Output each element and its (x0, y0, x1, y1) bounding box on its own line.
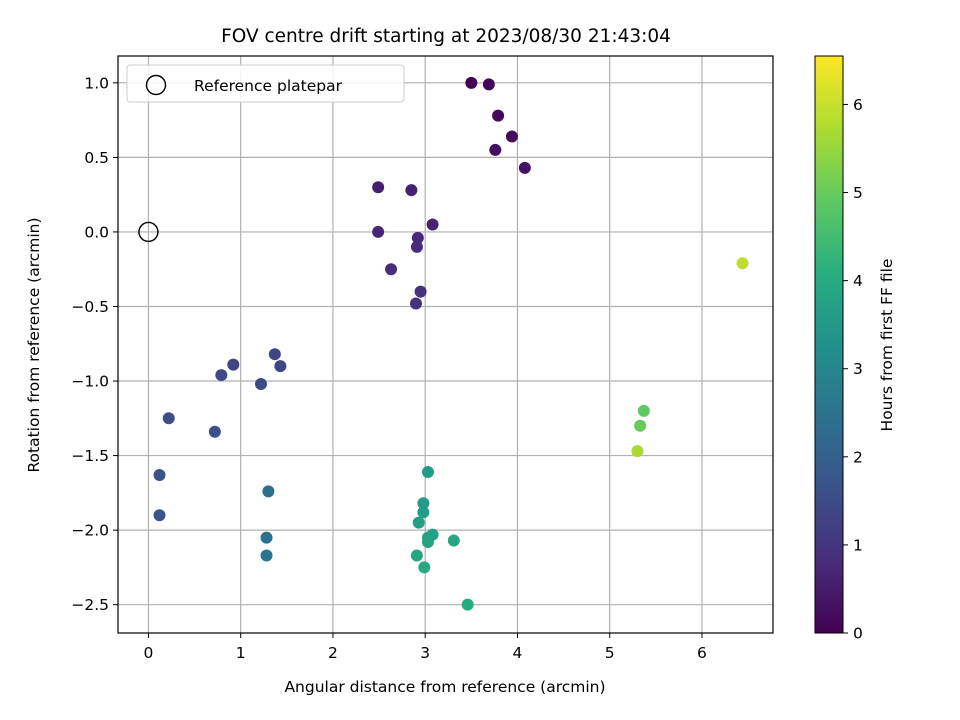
colorbar-tick-label: 1 (853, 536, 863, 554)
colorbar-tick-label: 3 (853, 360, 863, 378)
x-tick-label: 0 (144, 644, 154, 662)
data-point (505, 130, 518, 143)
x-axis-label: Angular distance from reference (arcmin) (284, 678, 605, 696)
data-point (262, 485, 275, 498)
data-point (421, 465, 434, 478)
data-point (410, 240, 423, 253)
y-tick-label: 0.5 (84, 149, 109, 167)
colorbar-label: Hours from first FF file (878, 259, 896, 432)
data-point (372, 225, 385, 238)
data-point (385, 263, 398, 276)
data-point (410, 549, 423, 562)
data-point (411, 231, 424, 244)
data-point (215, 369, 228, 382)
y-axis-ticks: 1.0 0.5 0.0 −0.5 −1.0 −1.5 −2.0 −2.5 (71, 74, 118, 614)
chart-title: FOV centre drift starting at 2023/08/30 … (221, 26, 671, 47)
data-point (208, 425, 221, 438)
data-point (405, 184, 418, 197)
data-point (465, 76, 478, 89)
colorbar-tick-label: 0 (853, 625, 863, 643)
reference-point (138, 221, 159, 243)
y-tick-label: −2.5 (71, 596, 109, 614)
colorbar (814, 55, 844, 634)
x-tick-label: 4 (513, 644, 523, 662)
data-point (492, 109, 505, 122)
x-tick-label: 1 (236, 644, 246, 662)
x-tick-label: 6 (697, 644, 707, 662)
data-point (634, 419, 647, 432)
data-point (162, 412, 175, 425)
colorbar-tick-label: 2 (853, 448, 863, 466)
data-points (153, 76, 749, 611)
data-point (482, 78, 495, 91)
reference-marker (138, 221, 159, 243)
colorbar-tick-label: 4 (853, 272, 863, 290)
data-point (153, 468, 166, 481)
data-point (409, 297, 422, 310)
colorbar-tick-label: 5 (853, 184, 863, 202)
y-tick-label: 0.0 (84, 223, 109, 241)
x-axis-ticks: 0 1 2 3 4 5 6 (144, 633, 707, 662)
legend-marker (145, 74, 167, 96)
data-point (489, 143, 502, 156)
data-point (461, 598, 474, 611)
legend: Reference platepar (126, 64, 405, 103)
y-tick-label: −0.5 (71, 298, 109, 316)
data-point (518, 161, 531, 174)
data-point (417, 497, 430, 510)
data-point (417, 506, 430, 519)
legend-entry-label: Reference platepar (194, 77, 343, 95)
colorbar-ticks: 0 1 2 3 4 5 6 (843, 96, 863, 643)
data-point (637, 404, 650, 417)
data-point (260, 531, 273, 544)
data-point (736, 257, 749, 270)
y-tick-label: −1.0 (71, 373, 109, 391)
x-tick-label: 2 (328, 644, 338, 662)
data-point (274, 360, 287, 373)
data-point (412, 516, 425, 529)
data-point (260, 549, 273, 562)
data-point (227, 358, 240, 371)
y-tick-label: −2.0 (71, 522, 109, 540)
grid-lines (118, 56, 773, 633)
y-axis-label: Rotation from reference (arcmin) (25, 217, 43, 472)
y-tick-label: −1.5 (71, 447, 109, 465)
data-point (421, 536, 434, 549)
x-tick-label: 3 (420, 644, 430, 662)
data-point (414, 285, 427, 298)
data-point (631, 445, 644, 458)
plot-frame (117, 55, 774, 634)
y-tick-label: 1.0 (84, 74, 109, 92)
colorbar-tick-label: 6 (853, 96, 863, 114)
data-point (254, 378, 267, 391)
data-point (418, 561, 431, 574)
data-point (153, 509, 166, 522)
data-point (426, 218, 439, 231)
data-point (447, 534, 460, 547)
legend-box (126, 64, 405, 103)
x-tick-label: 5 (605, 644, 615, 662)
data-point (372, 181, 385, 194)
data-point (268, 348, 281, 361)
